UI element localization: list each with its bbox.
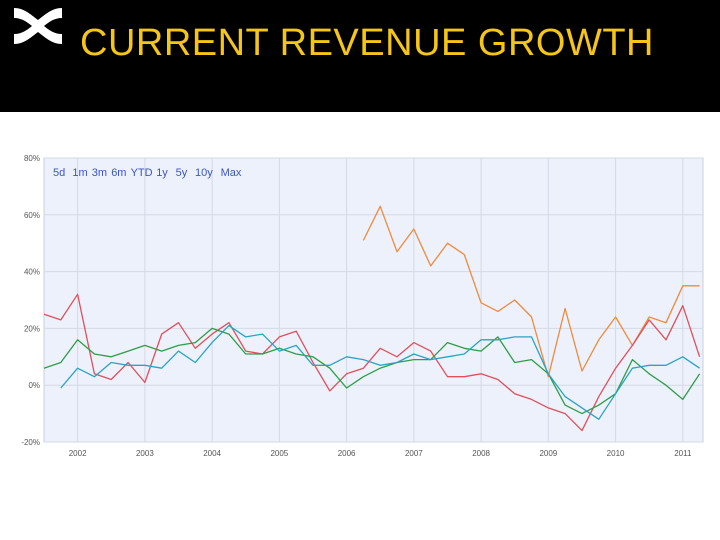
range-selector: 5d 1m 3m 6m YTD 1y 5y 10y Max bbox=[53, 167, 242, 179]
y-tick-label: 0% bbox=[28, 381, 40, 390]
x-axis: 2002 2003 2004 2005 2006 2007 2008 2009 2010 2011 bbox=[69, 449, 692, 458]
range-link-5d[interactable]: 5d bbox=[53, 167, 65, 179]
x-tick-label: 2002 bbox=[69, 449, 87, 458]
grid-lines bbox=[44, 157, 703, 443]
revenue-growth-chart: -20% 0% 20% 40% 60% 80% 2002 2003 2004 2005 2006 2… bbox=[0, 152, 720, 467]
range-link-ytd[interactable]: YTD bbox=[131, 167, 153, 179]
series-line-3 bbox=[43, 327, 701, 415]
chart-canvas: -20%0%20%40%60%80% 2002 2003 2004 2005 2006 2… bbox=[21, 154, 704, 458]
x-tick-label: 2003 bbox=[136, 449, 154, 458]
x-tick-label: 2006 bbox=[338, 449, 356, 458]
x-tick-label: 2007 bbox=[405, 449, 423, 458]
x-tick-label: 2008 bbox=[472, 449, 490, 458]
x-tick-label: 2009 bbox=[539, 449, 557, 458]
range-link-1m[interactable]: 1m bbox=[72, 167, 87, 179]
y-tick-label: 20% bbox=[24, 324, 40, 333]
y-tick-label: 80% bbox=[24, 154, 40, 163]
series-lines bbox=[43, 205, 701, 432]
range-link-5y[interactable]: 5y bbox=[176, 167, 188, 179]
x-tick-label: 2004 bbox=[203, 449, 221, 458]
x-tick-label: 2011 bbox=[674, 449, 692, 458]
range-link-1y[interactable]: 1y bbox=[156, 167, 168, 179]
x-tick-label: 2005 bbox=[270, 449, 288, 458]
title-banner: CURRENT REVENUE GROWTH bbox=[0, 0, 720, 112]
y-axis: -20% 0% 20% 40% 60% 80% bbox=[21, 154, 40, 447]
range-link-10y[interactable]: 10y bbox=[195, 167, 213, 179]
range-link-3m[interactable]: 3m bbox=[92, 167, 107, 179]
series-line-1 bbox=[362, 205, 700, 378]
page-title: CURRENT REVENUE GROWTH bbox=[80, 22, 654, 64]
y-tick-label: 60% bbox=[24, 211, 40, 220]
x-tick-label: 2010 bbox=[607, 449, 625, 458]
y-tick-label: -20% bbox=[21, 438, 40, 447]
range-link-6m[interactable]: 6m bbox=[111, 167, 126, 179]
y-tick-label: 40% bbox=[24, 268, 40, 277]
series-line-4 bbox=[60, 324, 700, 420]
plot-area bbox=[43, 157, 704, 443]
under-armour-logo-icon bbox=[14, 8, 62, 44]
range-link-max[interactable]: Max bbox=[221, 167, 242, 179]
